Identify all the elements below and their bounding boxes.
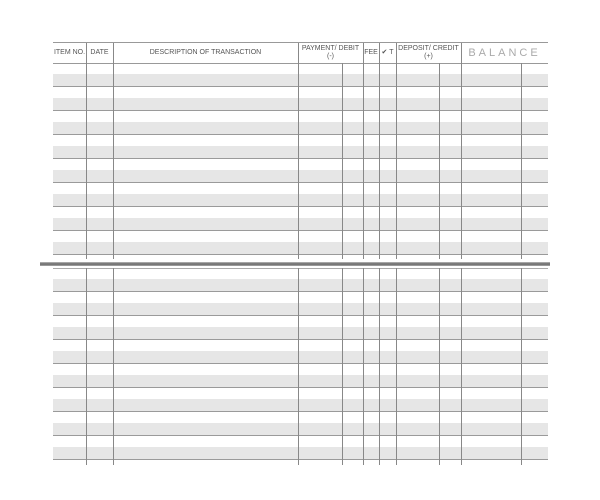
- header-check-mark: ✔ T: [381, 49, 394, 56]
- header-deposit-credit: DEPOSIT/ CREDIT (+): [398, 45, 459, 60]
- header-balance: BALANCE: [468, 47, 541, 59]
- header-fee: FEE: [364, 49, 378, 56]
- cents-divider: [439, 268, 440, 465]
- header-item-no: ITEM NO.: [53, 49, 86, 56]
- header-payment-debit: PAYMENT/ DEBIT (-): [301, 45, 360, 60]
- cents-divider: [521, 63, 522, 259]
- column-divider: [298, 268, 299, 465]
- register-rows[interactable]: [53, 268, 548, 465]
- cents-divider: [342, 268, 343, 465]
- column-divider: [396, 268, 397, 465]
- page-fold: [40, 262, 550, 266]
- register-top-section: ITEM NO. DATE DESCRIPTION OF TRANSACTION…: [53, 42, 548, 259]
- column-divider: [113, 268, 114, 465]
- column-divider: [86, 268, 87, 465]
- column-divider: [86, 43, 87, 259]
- register-rows[interactable]: [53, 63, 548, 259]
- cents-divider: [342, 63, 343, 259]
- column-divider: [379, 43, 380, 259]
- column-divider: [363, 43, 364, 259]
- register-bottom-section: [53, 268, 548, 465]
- header-date: DATE: [90, 49, 109, 56]
- header-description: DESCRIPTION OF TRANSACTION: [149, 49, 262, 56]
- cents-divider: [521, 268, 522, 465]
- column-divider: [363, 268, 364, 465]
- column-divider: [113, 43, 114, 259]
- column-divider: [396, 43, 397, 259]
- cents-divider: [439, 63, 440, 259]
- column-divider: [379, 268, 380, 465]
- column-divider: [298, 43, 299, 259]
- column-divider: [461, 268, 462, 465]
- column-divider: [461, 43, 462, 259]
